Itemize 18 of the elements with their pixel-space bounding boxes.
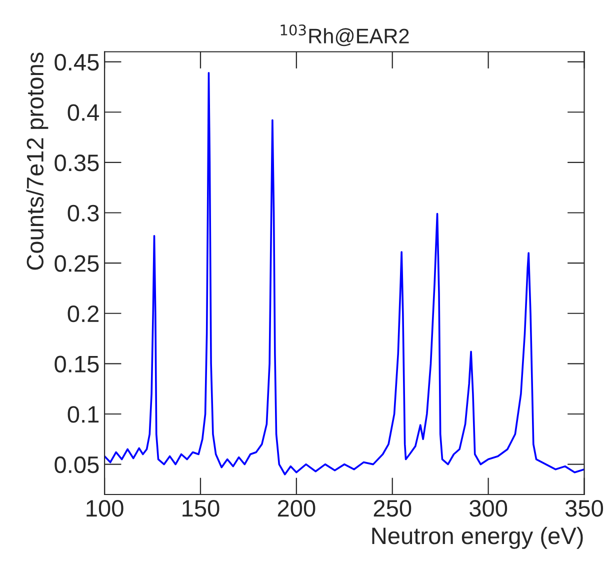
y-tick-label: 0.05	[54, 456, 99, 474]
y-tick-label: 0.3	[68, 204, 99, 222]
y-tick-label: 0.1	[68, 406, 99, 423]
y-tick-label: 0.25	[54, 255, 99, 272]
y-tick-label: 0.35	[54, 154, 99, 172]
y-tick-label: 0.15	[54, 356, 99, 372]
y-tick-label: 0.45	[54, 54, 99, 71]
x-tick-label: 100	[86, 500, 124, 517]
x-tick-label: 250	[374, 500, 412, 517]
x-tick-label: 300	[470, 500, 508, 517]
x-tick-label: 350	[565, 500, 604, 517]
y-tick-label: 0.2	[68, 305, 99, 322]
x-tick-label: 150	[182, 500, 220, 517]
chart-title: $^{103}$Rh@EAR2	[280, 24, 409, 46]
x-axis-title: Neutron energy (eV)	[372, 526, 583, 549]
y-axis-title: Counts/7e12 protons	[26, 52, 48, 270]
x-tick-label: 200	[278, 500, 316, 517]
y-tick-label: 0.4	[68, 104, 99, 121]
